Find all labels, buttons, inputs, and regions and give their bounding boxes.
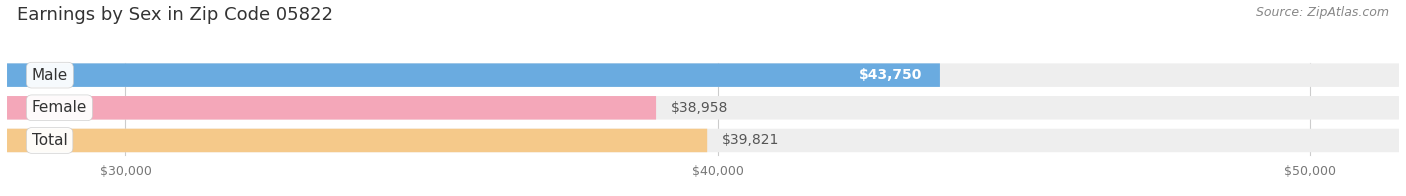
Text: $38,958: $38,958 [671, 101, 728, 115]
FancyBboxPatch shape [7, 129, 707, 152]
FancyBboxPatch shape [7, 63, 1399, 87]
Text: Male: Male [32, 68, 67, 83]
Text: Female: Female [32, 100, 87, 115]
FancyBboxPatch shape [7, 96, 657, 120]
FancyBboxPatch shape [7, 129, 1399, 152]
FancyBboxPatch shape [7, 96, 1399, 120]
Text: Total: Total [32, 133, 67, 148]
Text: Source: ZipAtlas.com: Source: ZipAtlas.com [1256, 6, 1389, 19]
Text: Earnings by Sex in Zip Code 05822: Earnings by Sex in Zip Code 05822 [17, 6, 333, 24]
Text: $39,821: $39,821 [723, 133, 779, 147]
Text: $43,750: $43,750 [859, 68, 922, 82]
FancyBboxPatch shape [7, 63, 941, 87]
